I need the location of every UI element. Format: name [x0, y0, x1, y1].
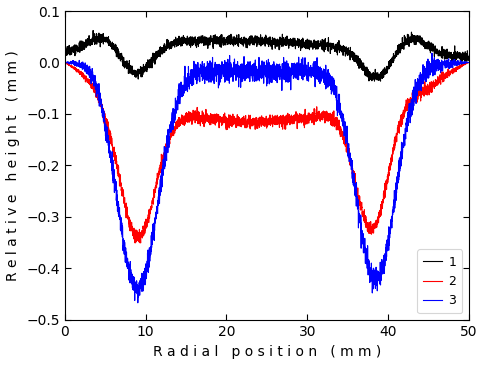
2	[458, 64, 464, 68]
1	[62, 47, 68, 51]
1	[458, 53, 464, 57]
2	[414, 91, 420, 95]
2	[132, 241, 138, 245]
Line: 2: 2	[65, 62, 469, 243]
3	[217, 65, 223, 70]
3	[235, 62, 241, 67]
1	[132, 69, 138, 73]
2	[62, 60, 68, 65]
3	[132, 287, 138, 291]
1	[414, 34, 420, 38]
3	[135, 301, 141, 305]
Line: 3: 3	[65, 53, 469, 303]
1	[378, 79, 384, 83]
1	[466, 55, 471, 60]
3	[62, 60, 68, 65]
3	[466, 60, 471, 65]
2	[108, 141, 114, 146]
2	[235, 124, 241, 128]
X-axis label: R a d i a l   p o s i t i o n   ( m m ): R a d i a l p o s i t i o n ( m m )	[153, 345, 381, 360]
2	[217, 114, 223, 119]
1	[217, 44, 223, 49]
1	[235, 39, 241, 43]
3	[429, 51, 435, 55]
Line: 1: 1	[65, 31, 469, 81]
Legend: 1, 2, 3: 1, 2, 3	[417, 249, 462, 314]
2	[132, 231, 138, 236]
1	[108, 44, 114, 48]
1	[90, 28, 96, 33]
2	[466, 60, 471, 65]
Y-axis label: R e l a t i v e   h e i g h t   ( m m ): R e l a t i v e h e i g h t ( m m )	[6, 50, 19, 281]
3	[108, 158, 114, 162]
3	[458, 61, 464, 65]
3	[414, 81, 420, 86]
